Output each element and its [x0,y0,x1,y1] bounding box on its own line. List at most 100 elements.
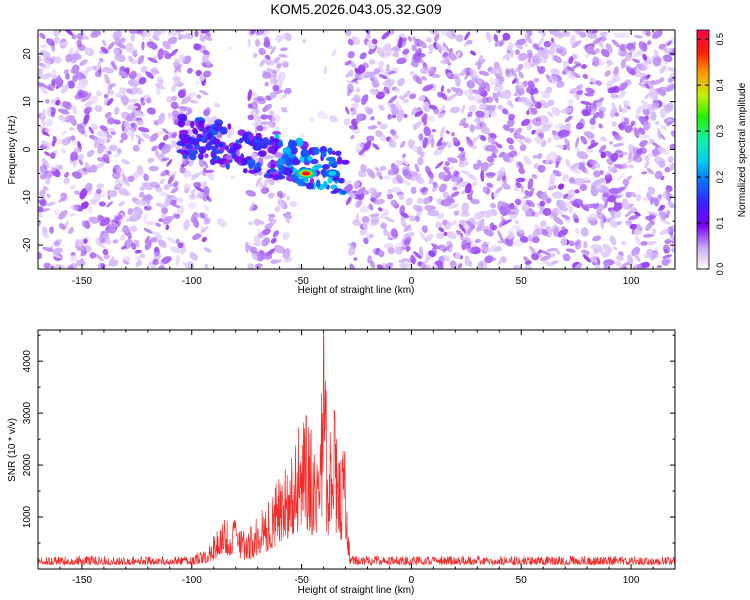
heatmap-cell [95,90,103,97]
heatmap-cell [126,98,139,103]
heatmap-cell [387,79,395,88]
heatmap-cell [593,170,601,178]
heatmap-cell [511,225,522,229]
heatmap-cell [537,165,546,173]
heatmap-cell [565,158,571,168]
heatmap-cell [347,242,352,247]
heatmap-cell [127,79,140,87]
heatmap-cell [435,161,444,169]
heatmap-signal-cell [248,170,258,174]
heatmap-cell [380,123,388,130]
heatmap-cell [59,41,69,47]
heatmap-signal-cell [322,164,330,170]
heatmap-cell [250,101,258,110]
heatmap-signal-cell [208,140,215,146]
heatmap-cell [368,203,374,211]
heatmap-cell [507,118,515,128]
snr-series-line [38,332,675,567]
heatmap-cell [459,117,467,127]
heatmap-cell [555,44,562,51]
heatmap-cell [599,170,604,175]
heatmap-cell [259,58,266,67]
heatmap-cell [541,121,554,128]
heatmap-cell [68,226,74,235]
heatmap-cell [128,30,138,35]
heatmap-cell [282,233,289,239]
heatmap-cell [181,96,192,105]
heatmap-cell [475,238,481,244]
heatmap-cell [402,37,407,42]
heatmap-cell [172,61,179,67]
heatmap-cell [40,108,46,121]
heatmap-cell [487,66,493,72]
heatmap-cell [203,115,214,124]
heatmap-cell [193,181,201,189]
heatmap-cell [518,167,525,175]
heatmap-cell [52,253,62,259]
heatmap-cell [633,50,641,58]
heatmap-cell [470,50,476,56]
heatmap-cell [537,249,543,254]
heatmap-cell [620,31,630,39]
y-tick-label: -20 [22,237,33,252]
heatmap-cell [575,137,580,148]
heatmap-cell [453,181,463,189]
heatmap-signal-cell [240,157,248,166]
y-tick-label: 2000 [22,454,33,477]
heatmap-cell [438,183,448,193]
y-tick-label: 3000 [22,402,33,425]
heatmap-cell [550,68,560,76]
heatmap-cell [203,217,211,225]
heatmap-cell [46,201,56,207]
heatmap-cell [508,144,515,151]
heatmap-cell [576,151,589,160]
heatmap-cell [375,169,383,177]
heatmap-cell [377,60,385,67]
heatmap-signal-cell [327,147,333,154]
heatmap-cell [575,228,580,234]
heatmap-cell [72,104,77,115]
heatmap-cell [402,48,410,56]
heatmap-cell [138,191,145,198]
heatmap-cell [664,210,671,219]
heatmap-cell [568,56,574,65]
heatmap-cell [78,154,84,161]
heatmap-cell [105,134,113,139]
heatmap-cell [413,251,422,259]
heatmap-cell [524,137,532,144]
heatmap-cell [177,242,184,249]
heatmap-cell [151,44,159,51]
heatmap-cell [400,217,407,227]
heatmap-cell [270,46,276,55]
heatmap-cell [652,78,664,85]
heatmap-cell [514,134,526,140]
heatmap-cell [479,103,487,110]
heatmap-cell [605,192,616,198]
heatmap-cell [415,76,423,85]
heatmap-signal-cell [269,160,278,165]
heatmap-cell [153,251,162,260]
heatmap-cell [551,207,560,217]
heatmap-cell [643,196,649,202]
heatmap-cell [120,186,127,193]
heatmap-cell [123,121,130,128]
heatmap-cell [254,115,262,123]
heatmap-cell [102,232,109,239]
heatmap-cell [465,183,472,194]
heatmap-cell [653,49,659,57]
heatmap-cell [112,167,117,174]
heatmap-cell [614,261,624,268]
colorbar-tick-label: 0.5 [715,33,725,46]
heatmap-cell [546,151,555,161]
heatmap-cell [95,60,102,71]
heatmap-cell [421,187,429,195]
heatmap-signal-cell [177,113,188,121]
heatmap-signal-cell [218,141,224,148]
heatmap-cell [625,191,633,198]
heatmap-cell [592,37,602,45]
heatmap-cell [162,134,169,141]
heatmap-cell [472,136,478,144]
heatmap-cell [367,234,374,240]
heatmap-cell [376,121,382,126]
heatmap-cell [562,173,569,182]
